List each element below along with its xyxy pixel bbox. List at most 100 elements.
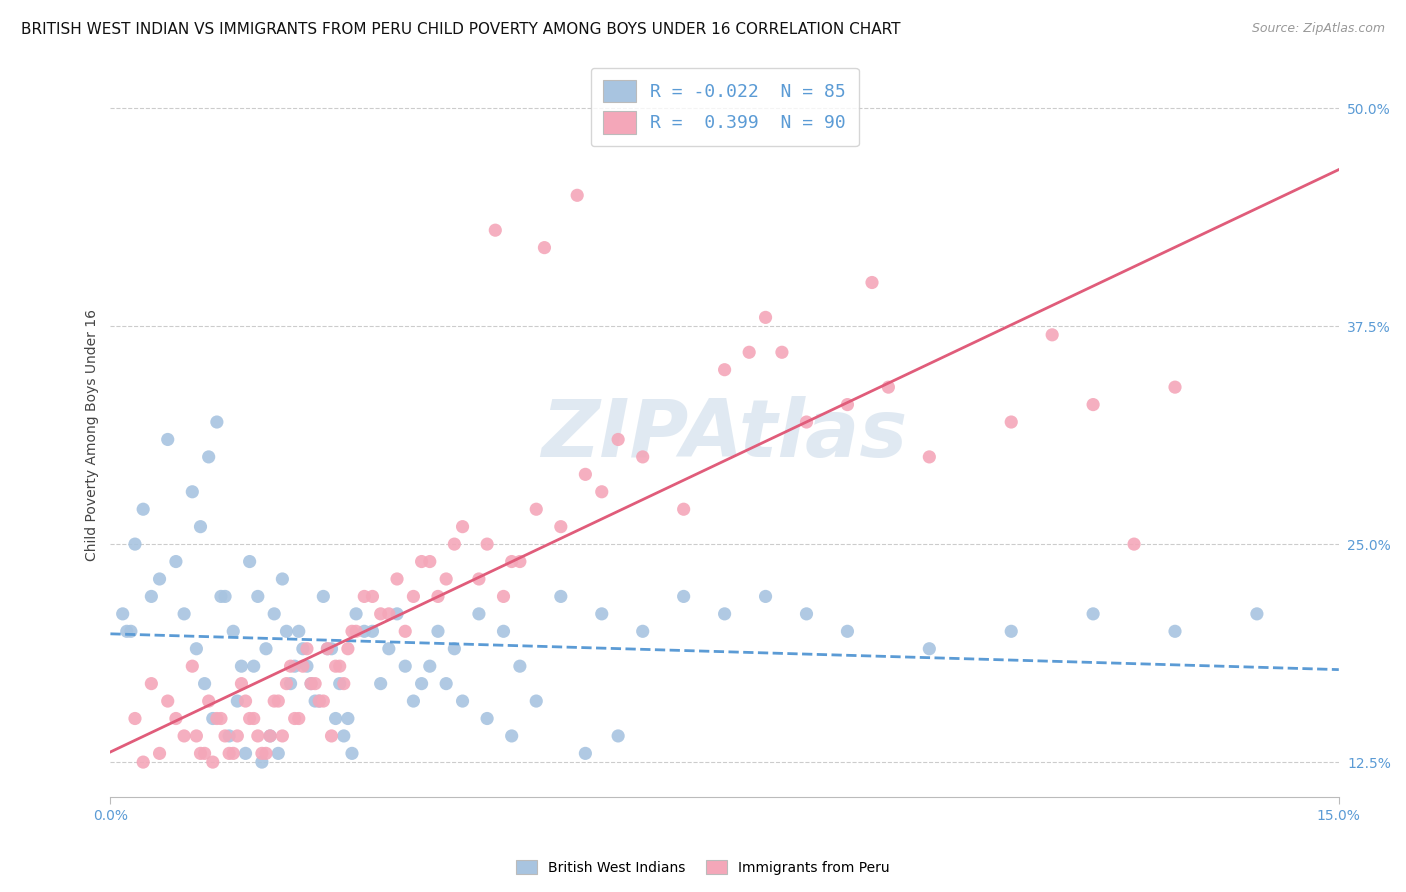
Point xyxy=(796,607,818,621)
Point xyxy=(475,711,498,725)
Point xyxy=(336,711,359,725)
Point xyxy=(419,659,441,673)
Point xyxy=(1164,624,1187,639)
Point xyxy=(194,676,217,690)
Point xyxy=(918,450,941,464)
Point xyxy=(124,711,146,725)
Point xyxy=(325,659,347,673)
Point xyxy=(1246,607,1268,621)
Point xyxy=(837,398,859,412)
Point xyxy=(218,729,240,743)
Point xyxy=(501,555,523,569)
Point xyxy=(738,345,761,359)
Point xyxy=(475,537,498,551)
Point xyxy=(550,519,572,533)
Point xyxy=(267,747,290,761)
Point xyxy=(165,711,187,725)
Text: Source: ZipAtlas.com: Source: ZipAtlas.com xyxy=(1251,22,1385,36)
Point xyxy=(214,590,236,604)
Point xyxy=(254,747,277,761)
Point xyxy=(267,694,290,708)
Point xyxy=(672,502,695,516)
Point xyxy=(411,676,433,690)
Legend: British West Indians, Immigrants from Peru: British West Indians, Immigrants from Pe… xyxy=(510,855,896,880)
Point xyxy=(754,310,776,325)
Point xyxy=(419,555,441,569)
Point xyxy=(295,641,318,656)
Point xyxy=(567,188,589,202)
Point xyxy=(132,755,155,769)
Point xyxy=(340,747,363,761)
Point xyxy=(443,537,465,551)
Point xyxy=(259,729,281,743)
Point xyxy=(115,624,138,639)
Point xyxy=(329,659,352,673)
Point xyxy=(501,729,523,743)
Point xyxy=(394,624,416,639)
Point xyxy=(550,590,572,604)
Point xyxy=(524,694,547,708)
Text: ZIPAtlas: ZIPAtlas xyxy=(541,396,908,475)
Point xyxy=(427,624,450,639)
Point xyxy=(276,624,298,639)
Point xyxy=(181,484,204,499)
Point xyxy=(295,659,318,673)
Point xyxy=(344,607,367,621)
Point xyxy=(484,223,506,237)
Point xyxy=(222,747,245,761)
Point xyxy=(242,711,264,725)
Point xyxy=(402,590,425,604)
Point xyxy=(194,747,217,761)
Point xyxy=(299,676,322,690)
Point xyxy=(1081,607,1104,621)
Point xyxy=(156,433,179,447)
Point xyxy=(492,624,515,639)
Point xyxy=(299,676,322,690)
Point xyxy=(239,555,262,569)
Point xyxy=(214,729,236,743)
Point xyxy=(250,755,273,769)
Point xyxy=(205,711,228,725)
Point xyxy=(287,624,309,639)
Point xyxy=(607,433,630,447)
Point xyxy=(316,641,339,656)
Point xyxy=(434,572,457,586)
Point xyxy=(124,537,146,551)
Point xyxy=(291,641,314,656)
Point xyxy=(242,659,264,673)
Point xyxy=(312,694,335,708)
Point xyxy=(291,659,314,673)
Point xyxy=(165,555,187,569)
Point xyxy=(276,676,298,690)
Point xyxy=(148,747,170,761)
Point xyxy=(1040,327,1063,342)
Point xyxy=(141,590,163,604)
Point xyxy=(353,624,375,639)
Point xyxy=(329,676,352,690)
Point xyxy=(259,729,281,743)
Point xyxy=(443,641,465,656)
Point xyxy=(672,590,695,604)
Point xyxy=(394,659,416,673)
Point xyxy=(284,659,307,673)
Point xyxy=(1000,415,1022,429)
Point xyxy=(378,607,401,621)
Point xyxy=(385,607,408,621)
Point xyxy=(250,747,273,761)
Point xyxy=(574,467,596,482)
Point xyxy=(197,694,219,708)
Y-axis label: Child Poverty Among Boys Under 16: Child Poverty Among Boys Under 16 xyxy=(86,310,100,561)
Text: BRITISH WEST INDIAN VS IMMIGRANTS FROM PERU CHILD POVERTY AMONG BOYS UNDER 16 CO: BRITISH WEST INDIAN VS IMMIGRANTS FROM P… xyxy=(21,22,901,37)
Point xyxy=(205,415,228,429)
Point xyxy=(226,729,249,743)
Point xyxy=(713,362,735,376)
Point xyxy=(201,755,224,769)
Point xyxy=(492,590,515,604)
Point xyxy=(111,607,134,621)
Point xyxy=(263,694,285,708)
Point xyxy=(607,729,630,743)
Point xyxy=(713,607,735,621)
Point xyxy=(333,676,356,690)
Point xyxy=(402,694,425,708)
Point xyxy=(860,276,883,290)
